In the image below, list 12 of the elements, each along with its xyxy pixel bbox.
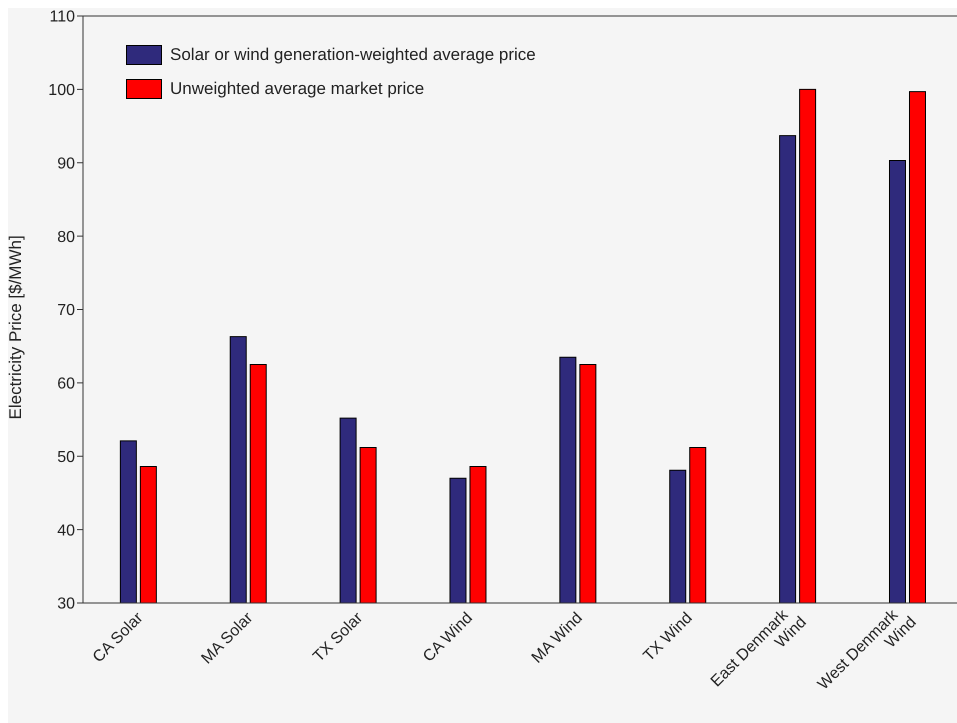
y-tick-label: 110 (49, 8, 76, 26)
y-tick-label: 40 (57, 522, 76, 540)
y-tick-label: 50 (57, 448, 76, 466)
y-tick-label: 80 (57, 228, 76, 246)
y-tick-label: 70 (57, 302, 76, 320)
y-tick-label: 100 (48, 82, 76, 100)
y-tick-label: 60 (57, 376, 76, 393)
y-tick-label: 90 (57, 155, 76, 172)
legend-label: Unweighted average market price (170, 78, 424, 100)
legend-label: Solar or wind generation-weighted average price (170, 44, 536, 66)
y-axis-title: Electricity Price [$/MWh] (6, 235, 26, 420)
y-tick-label: 30 (57, 596, 76, 613)
